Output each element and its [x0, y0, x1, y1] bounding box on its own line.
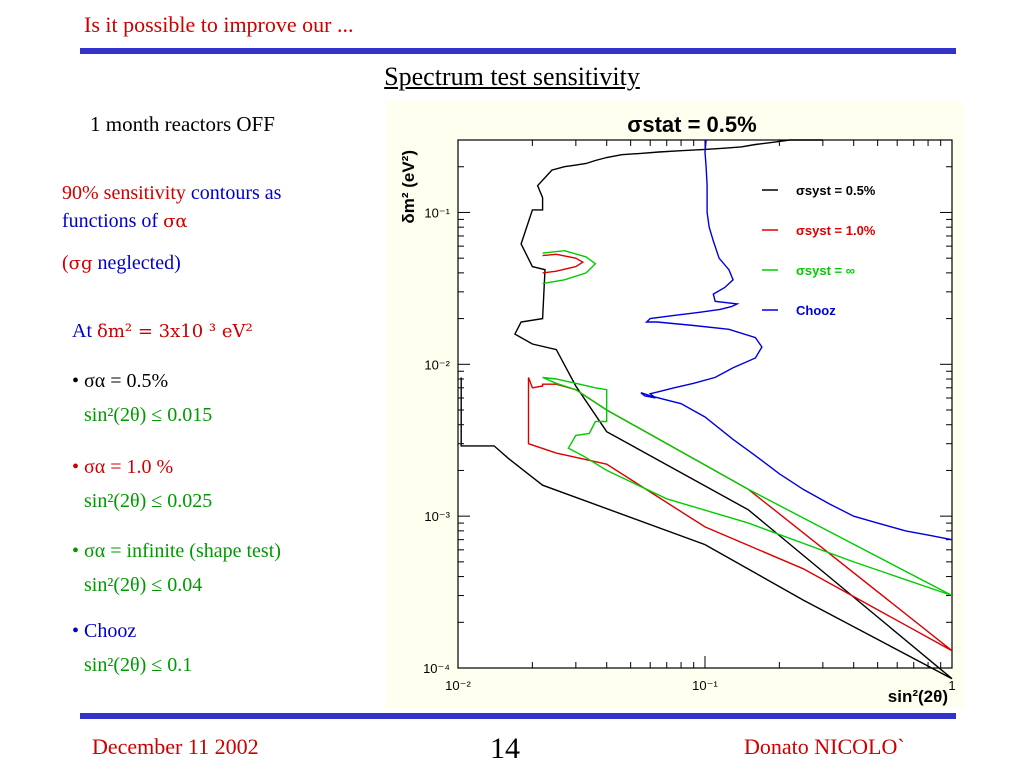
legend-label: σsyst = ∞: [796, 263, 855, 278]
y-tick-label: 10⁻⁴: [423, 661, 450, 676]
result-item-label: • σα = 0.5%: [72, 370, 169, 392]
y-tick-label: 10⁻³: [424, 509, 450, 524]
footer-date: December 11 2002: [92, 734, 259, 759]
x-tick-label: 1: [948, 678, 955, 693]
series-line: [542, 376, 953, 597]
series-line: [542, 249, 597, 285]
bottom-divider: [80, 713, 956, 719]
x-tick-label: 10⁻¹: [692, 678, 718, 693]
result-item-value: sin²(2θ) ≤ 0.025: [84, 490, 213, 512]
result-item-value: sin²(2θ) ≤ 0.1: [84, 654, 193, 676]
y-tick-label: 10⁻²: [424, 357, 450, 372]
sensitivity-chart: 10⁻² 10⁻¹ 1 10⁻⁴ 10⁻³ 10⁻² 10⁻¹ sin²(2θ) δm² (eV…: [399, 112, 956, 706]
sensitivity-line-2: functions of σα: [62, 210, 188, 233]
delta-m2-line: At δm² = 3x10 ³ eV²: [72, 320, 253, 343]
chart-title: σstat = 0.5%: [627, 112, 756, 137]
y-tick-label: 10⁻¹: [424, 205, 450, 220]
series-line: [460, 139, 953, 680]
sigma-g-symbol: σg: [68, 253, 93, 274]
result-item-value: sin²(2θ) ≤ 0.04: [84, 574, 203, 596]
result-item-value: sin²(2θ) ≤ 0.015: [84, 404, 213, 426]
result-item-label: • σα = infinite (shape test): [72, 540, 281, 562]
note-text: 1 month reactors OFF: [90, 112, 275, 136]
plot-frame: [457, 139, 953, 669]
plot-area: 10⁻² 10⁻¹ 1 10⁻⁴ 10⁻³ 10⁻² 10⁻¹ sin²(2θ) δm² (eV…: [386, 102, 964, 708]
footer-author: Donato NICOLO`: [744, 734, 905, 759]
sensitivity-line-1: 90% sensitivity contours as: [62, 182, 281, 205]
series-line: [640, 139, 953, 541]
neglect-open: (: [62, 252, 69, 274]
slide-title: Spectrum test sensitivity: [384, 62, 640, 91]
top-divider: [80, 48, 956, 54]
at-prefix: At: [72, 320, 92, 342]
sensitivity-label: 90% sensitivity: [62, 182, 186, 204]
y-axis-label: δm² (eV²): [399, 150, 418, 224]
result-item-label: • σα = 1.0 %: [72, 456, 174, 478]
legend-label: Chooz: [796, 303, 836, 318]
result-item-label: • Chooz: [72, 620, 137, 642]
neglect-line: (σg neglected): [62, 252, 181, 275]
series-line: [542, 253, 585, 274]
neglect-label: neglected): [97, 252, 181, 274]
contours-label: contours as: [190, 182, 282, 204]
legend-label: σsyst = 0.5%: [796, 183, 876, 198]
legend-label: σsyst = 1.0%: [796, 223, 876, 238]
sigma-alpha-symbol: σα: [163, 211, 188, 232]
page-number: 14: [490, 732, 520, 765]
delta-m2-value: δm² = 3x10 ³ eV²: [97, 321, 253, 342]
x-axis-label: sin²(2θ): [888, 687, 948, 706]
header-title: Is it possible to improve our ...: [84, 12, 354, 37]
x-tick-label: 10⁻²: [445, 678, 471, 693]
functions-of-label: functions of: [62, 210, 159, 232]
